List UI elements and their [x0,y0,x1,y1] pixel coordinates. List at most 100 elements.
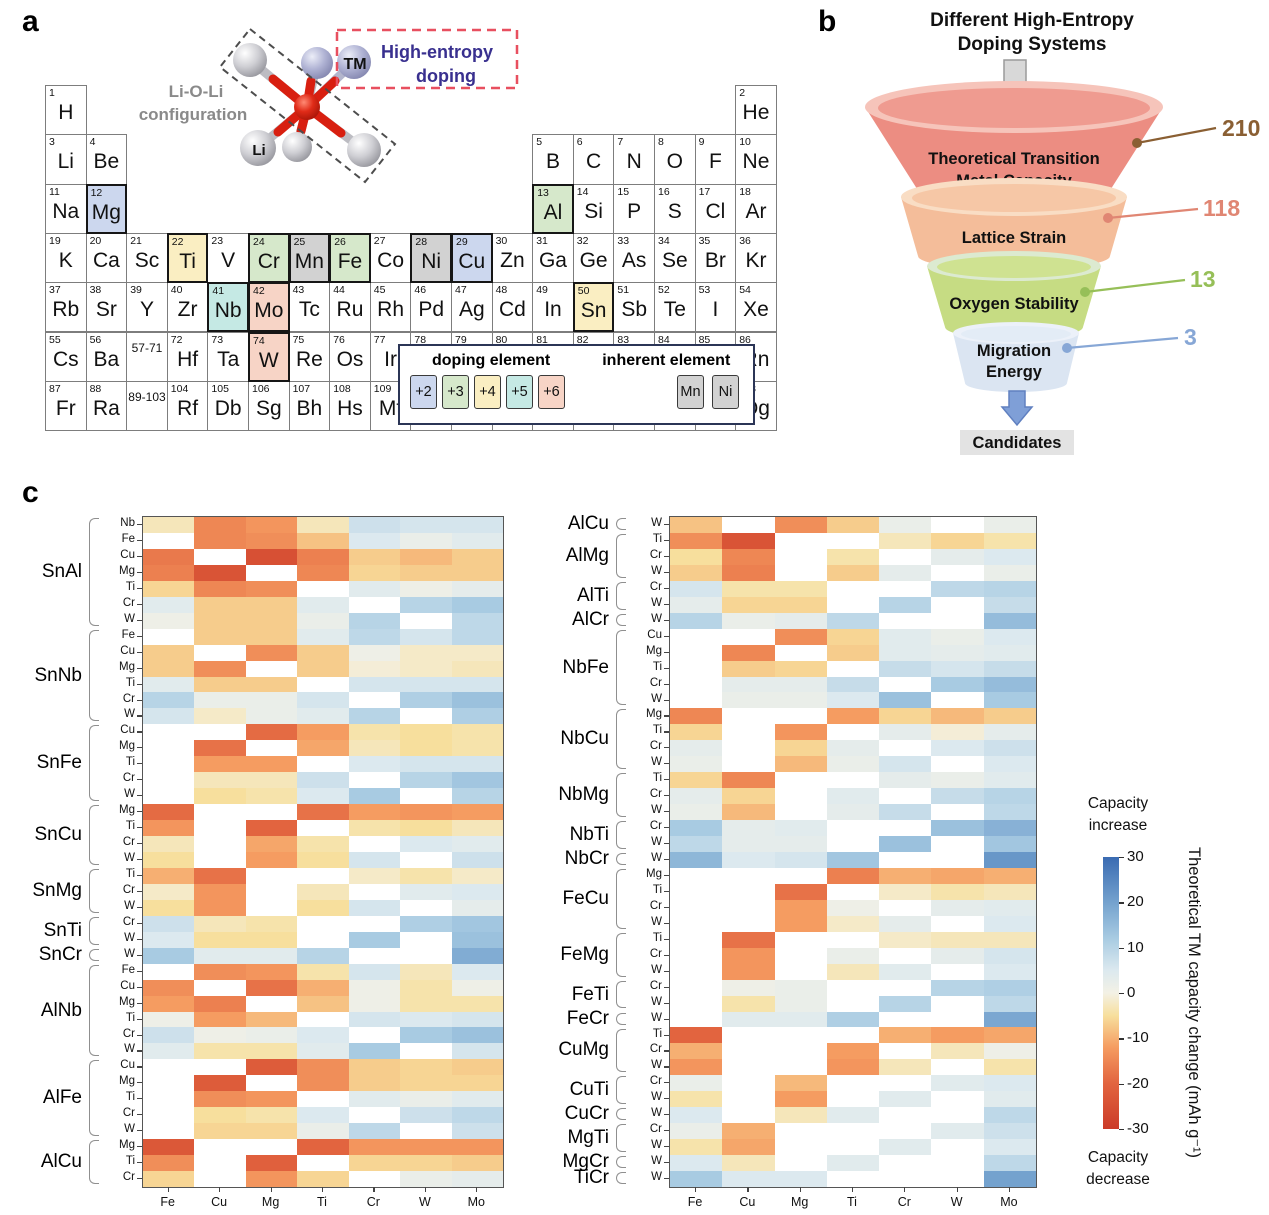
heatmap-cell [931,644,984,661]
heatmap-cell [348,676,401,693]
heatmap-cell [297,644,349,661]
heatmap-row [670,1059,1036,1076]
colorbar-tick [1119,902,1124,904]
heatmap-cell [400,772,452,789]
heatmap-row [670,995,1036,1012]
row-tick [137,731,142,733]
element-number: 8 [658,136,664,149]
x-tick [322,1187,324,1192]
row-label-W: W [651,852,662,864]
heatmap-cell [297,596,349,613]
element-number: 45 [373,284,386,297]
x-label-Ti: Ti [317,1195,327,1209]
heatmap-cell [451,564,503,581]
group-bracket-MgTi [616,1124,626,1153]
group-bracket-CuCr [616,1108,626,1121]
heatmap-cell [451,548,503,565]
group-bracket-AlMg [616,534,626,578]
element-number: 79 [455,333,467,346]
heatmap-cell [879,852,932,868]
heatmap-cell [348,756,401,773]
row-tick [137,699,142,701]
legend-chips: +2 +3 +4 +5 +6 Mn Ni [410,375,753,409]
heatmap-row [670,756,1036,773]
heatmap-cell [143,596,195,613]
legend-chip-+4: +4 [474,375,501,409]
heatmap-cell [670,947,723,964]
heatmap-row [670,548,1036,565]
heatmap-row [143,1171,503,1187]
element-symbol: Ru [336,298,364,322]
heatmap-cell [400,1155,452,1172]
row-tick [664,1146,669,1148]
x-label-Cu: Cu [211,1195,228,1209]
row-label-Mg: Mg [119,995,135,1008]
heatmap-cell [400,788,452,805]
heatmap-cell [143,1155,195,1172]
element-cell-Rf: 104 Rf [166,380,209,432]
heatmap-cell [143,1059,195,1076]
element-number: 30 [495,234,508,247]
heatmap-cell [983,676,1036,693]
heatmap-cell [826,596,880,613]
row-label-W: W [124,788,135,801]
heatmap-cell [451,612,503,629]
heatmap-cell [143,660,195,677]
heatmap-cell [194,644,246,661]
li-atom-label: Li [252,142,265,159]
row-tick [137,1018,142,1020]
heatmap-cell [245,788,298,805]
element-cell-Te: 52 Te [654,282,696,333]
heatmap-cell [297,1171,349,1187]
stage-2-label: Lattice Strain [962,229,1067,247]
heatmap-cell [194,836,246,852]
heatmap-cell [983,1123,1036,1140]
element-number: 106 [252,382,270,395]
heatmap-cell [348,931,401,948]
li-o-li-dashed-box [218,27,397,184]
row-tick [664,1082,669,1084]
row-label-W: W [124,612,135,625]
tm-atom-labeled [337,45,371,79]
element-symbol: Bh [296,396,323,420]
heatmap-cell [722,708,775,725]
heatmap-cell [670,1075,723,1092]
element-cell-Co: 27 Co [369,232,412,284]
element-cell-Se: 34 Se [654,232,696,284]
heatmap-cell [931,1155,984,1172]
element-cell-Cd: 48 Cd [491,282,534,333]
group-bracket-CuTi [616,1076,626,1105]
heatmap-cell [722,1155,775,1172]
heatmap-row [143,644,503,661]
group-label-SnTi: SnTi [43,919,82,941]
heatmap-row [670,724,1036,741]
row-label-W: W [124,1123,135,1136]
heatmap-cell [143,772,195,789]
heatmap-cell [983,612,1036,629]
element-symbol: Cu [458,249,486,273]
heatmap-row [670,836,1036,852]
heatmap-row [143,852,503,868]
heatmap-cell [774,820,827,837]
heatmap-cell [879,979,932,996]
heatmap-cell [983,548,1036,565]
heatmap-row [143,596,503,613]
heatmap-row [143,820,503,837]
row-tick [137,954,142,956]
colorbar-tick-label: 20 [1127,893,1144,911]
row-label-W: W [124,1043,135,1056]
doping-label-line1: High-entropy [381,42,493,62]
heatmap-cell [670,756,723,773]
heatmap-cell [348,979,401,996]
heatmap-row [143,899,503,916]
heatmap-row [670,852,1036,868]
heatmap-cell [879,1043,932,1060]
element-cell-Nb: 41 Nb [207,282,249,333]
funnel-stage-4-mouth [961,326,1071,342]
heatmap-cell [826,548,880,565]
heatmap-cell [451,756,503,773]
heatmap-cell [400,1171,452,1187]
element-cell-Kr: 36 Kr [735,232,777,284]
heatmap-cell [879,1011,932,1028]
heatmap-cell [826,979,880,996]
